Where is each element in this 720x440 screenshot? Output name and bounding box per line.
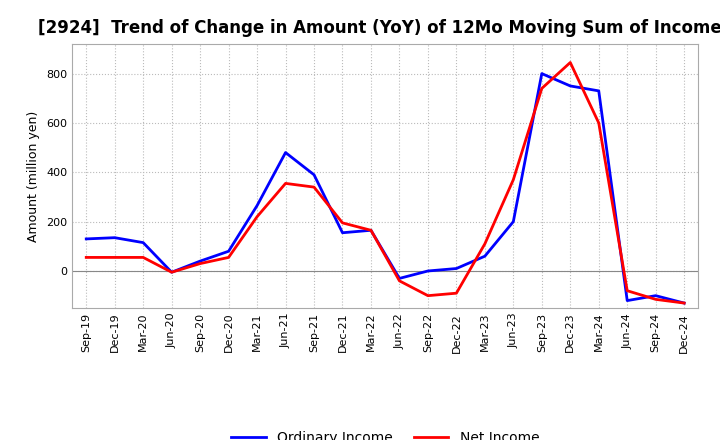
Line: Net Income: Net Income bbox=[86, 62, 684, 303]
Ordinary Income bbox=[82, 236, 91, 242]
Ordinary Income bbox=[595, 88, 603, 94]
Net Income bbox=[509, 177, 518, 182]
Net Income bbox=[680, 301, 688, 306]
Ordinary Income bbox=[110, 235, 119, 240]
Ordinary Income bbox=[310, 172, 318, 177]
Net Income bbox=[595, 120, 603, 125]
Title: [2924]  Trend of Change in Amount (YoY) of 12Mo Moving Sum of Incomes: [2924] Trend of Change in Amount (YoY) o… bbox=[38, 19, 720, 37]
Line: Ordinary Income: Ordinary Income bbox=[86, 73, 684, 303]
Ordinary Income bbox=[139, 240, 148, 245]
Ordinary Income bbox=[566, 83, 575, 88]
Ordinary Income bbox=[623, 298, 631, 303]
Net Income bbox=[82, 255, 91, 260]
Ordinary Income bbox=[680, 301, 688, 306]
Legend: Ordinary Income, Net Income: Ordinary Income, Net Income bbox=[225, 426, 545, 440]
Net Income bbox=[623, 288, 631, 293]
Y-axis label: Amount (million yen): Amount (million yen) bbox=[27, 110, 40, 242]
Ordinary Income bbox=[395, 276, 404, 281]
Net Income bbox=[480, 241, 489, 246]
Net Income bbox=[310, 184, 318, 190]
Net Income bbox=[196, 261, 204, 266]
Ordinary Income bbox=[366, 227, 375, 233]
Ordinary Income bbox=[480, 253, 489, 259]
Ordinary Income bbox=[167, 270, 176, 275]
Ordinary Income bbox=[537, 71, 546, 76]
Ordinary Income bbox=[652, 293, 660, 298]
Net Income bbox=[253, 214, 261, 220]
Net Income bbox=[423, 293, 432, 298]
Ordinary Income bbox=[423, 268, 432, 274]
Ordinary Income bbox=[452, 266, 461, 271]
Net Income bbox=[566, 60, 575, 65]
Net Income bbox=[366, 227, 375, 233]
Net Income bbox=[110, 255, 119, 260]
Net Income bbox=[282, 181, 290, 186]
Net Income bbox=[652, 297, 660, 302]
Net Income bbox=[167, 270, 176, 275]
Ordinary Income bbox=[282, 150, 290, 155]
Net Income bbox=[452, 290, 461, 296]
Net Income bbox=[225, 255, 233, 260]
Ordinary Income bbox=[253, 203, 261, 208]
Net Income bbox=[338, 220, 347, 226]
Ordinary Income bbox=[196, 258, 204, 264]
Net Income bbox=[537, 86, 546, 91]
Ordinary Income bbox=[509, 219, 518, 224]
Net Income bbox=[395, 278, 404, 283]
Net Income bbox=[139, 255, 148, 260]
Ordinary Income bbox=[225, 249, 233, 254]
Ordinary Income bbox=[338, 230, 347, 235]
